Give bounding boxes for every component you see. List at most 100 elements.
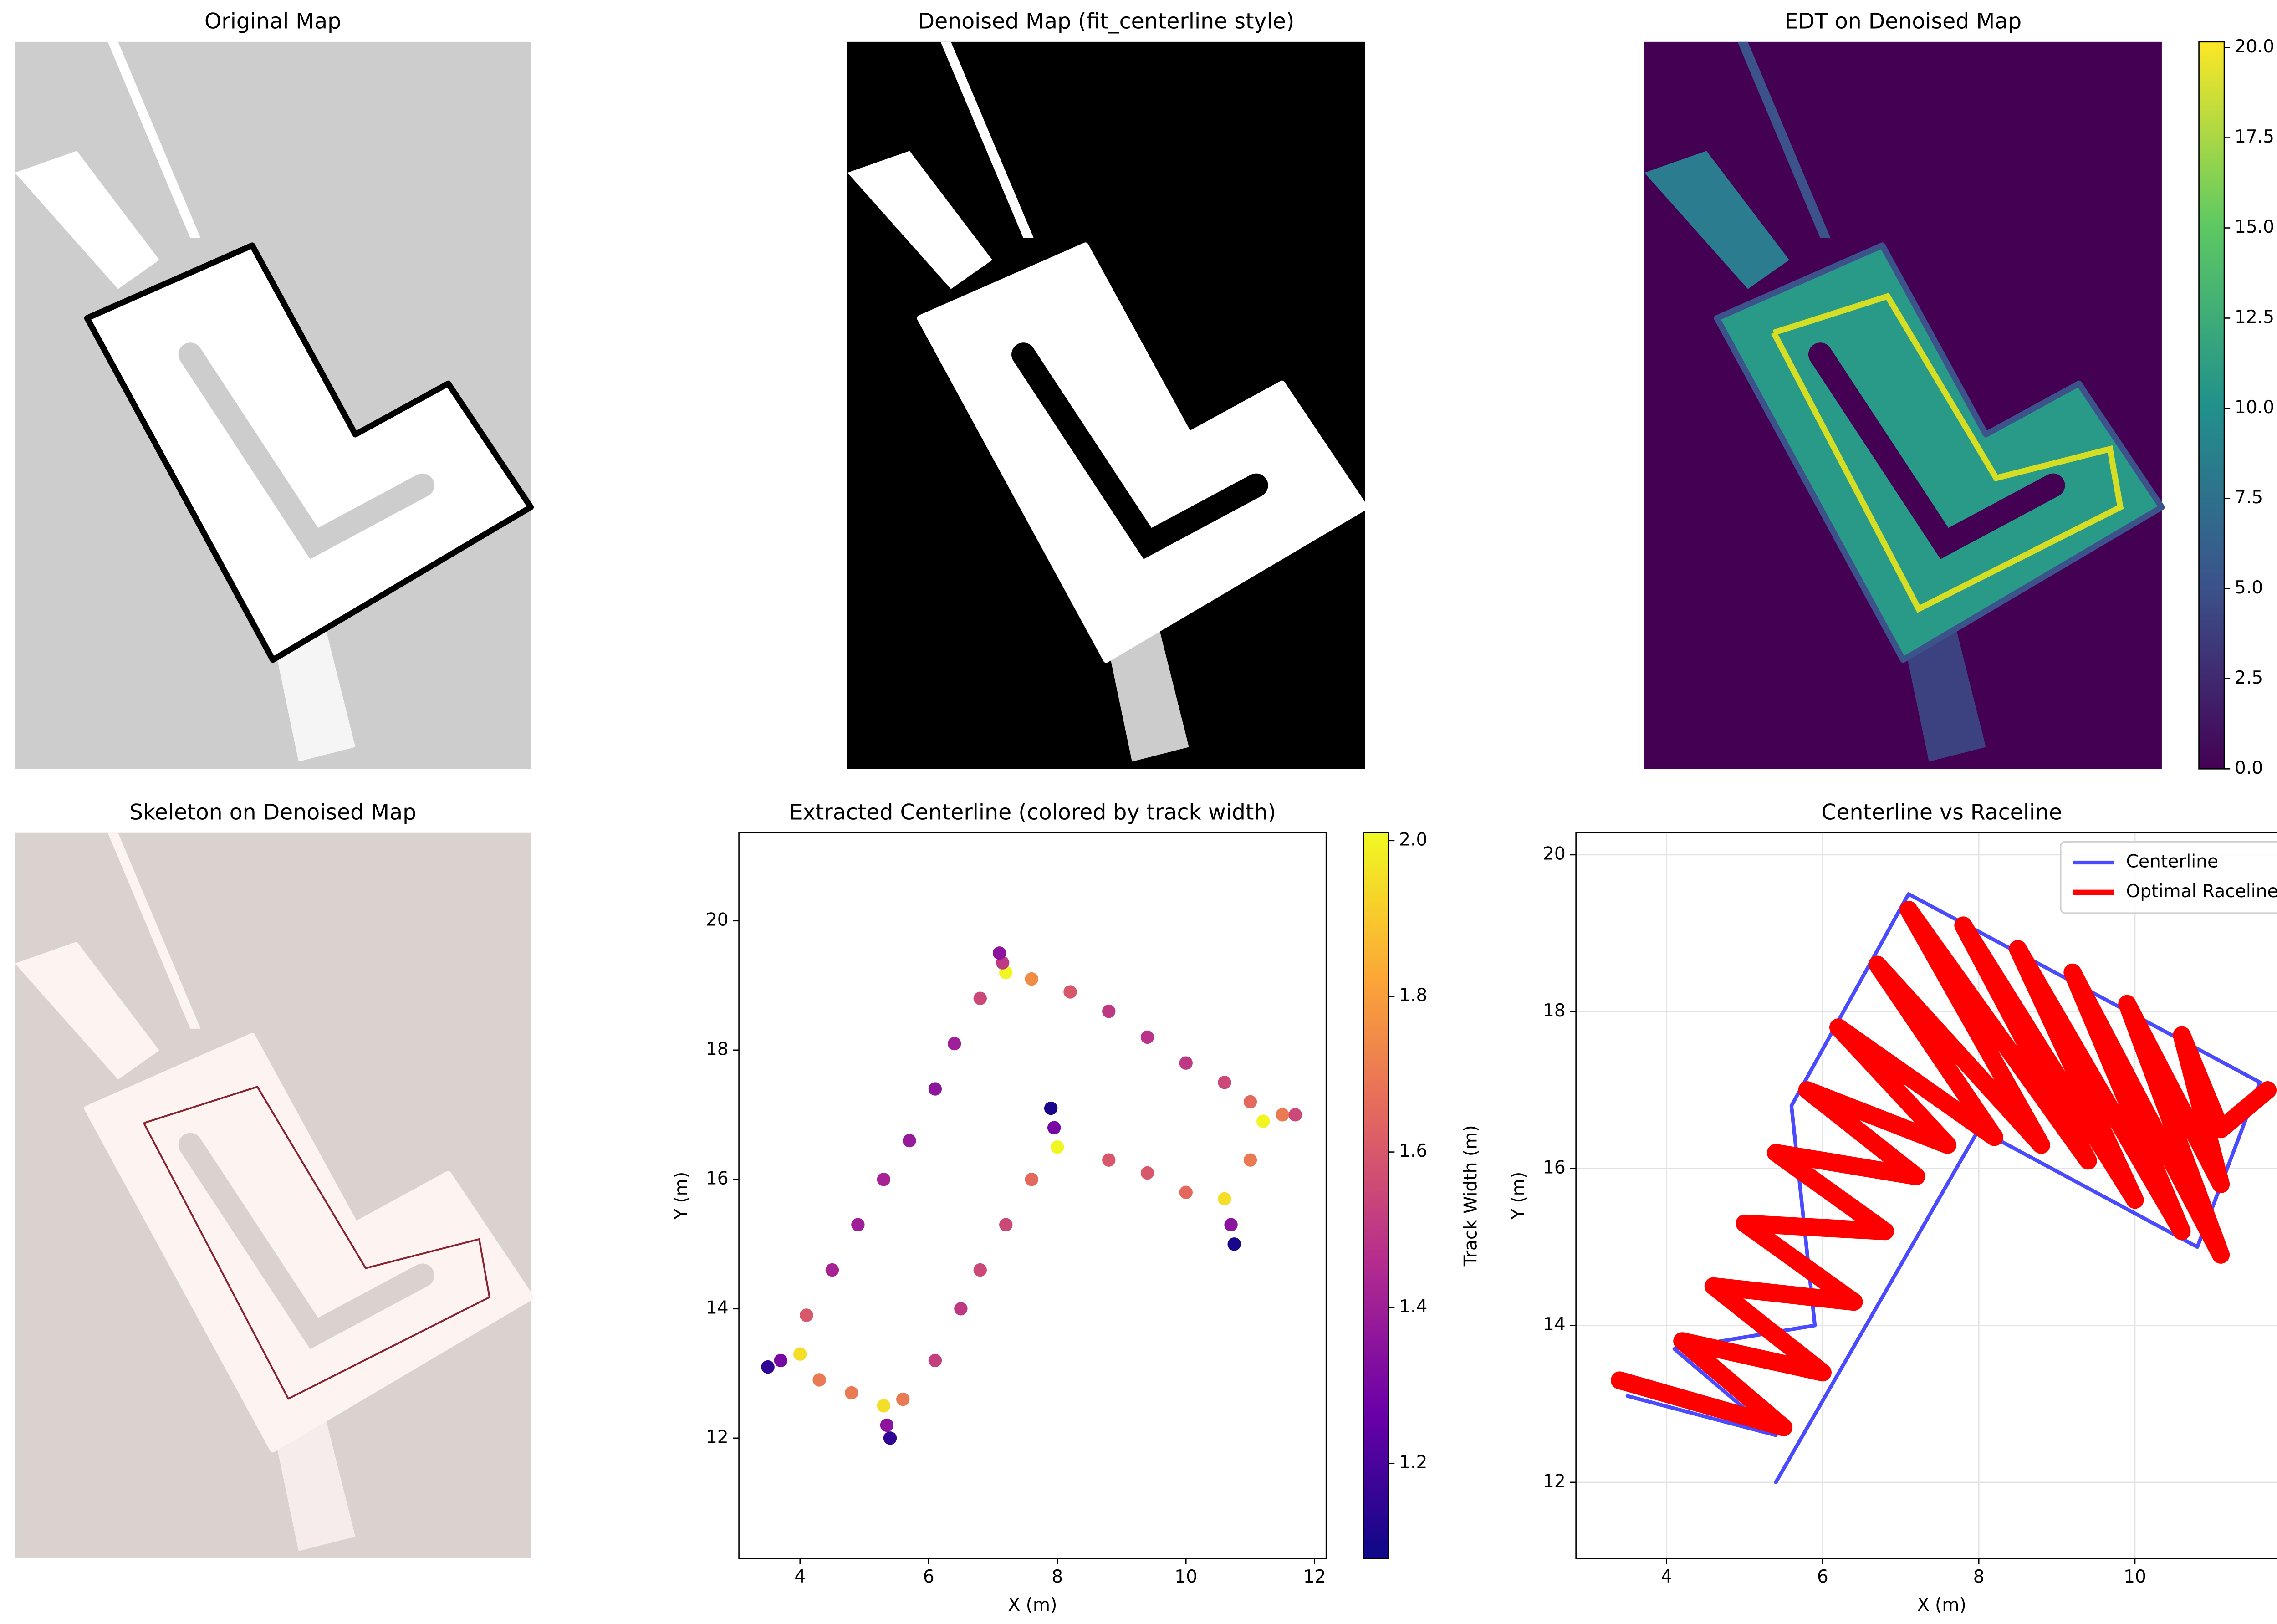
centerline-point bbox=[973, 991, 987, 1005]
centerline-point bbox=[1025, 972, 1038, 986]
centerline-point bbox=[896, 1392, 910, 1406]
colorbar-tick-label: 2.0 bbox=[1399, 829, 1427, 850]
centerline-point bbox=[1288, 1108, 1302, 1122]
centerline-point bbox=[883, 1431, 897, 1445]
colorbar-label: Track Width (m) bbox=[1461, 1125, 1481, 1267]
centerline-point bbox=[880, 1418, 894, 1432]
x-axis-label: X (m) bbox=[1917, 1595, 1966, 1615]
colorbar-tick-label: 5.0 bbox=[2235, 577, 2263, 598]
x-tick-label: 6 bbox=[923, 1567, 934, 1587]
centerline-point bbox=[1102, 1153, 1116, 1167]
centerline-point bbox=[845, 1386, 858, 1400]
centerline-point bbox=[928, 1353, 942, 1368]
centerline-point bbox=[761, 1360, 775, 1374]
y-axis-label: Y (m) bbox=[1508, 1172, 1529, 1220]
centerline-point bbox=[1044, 1101, 1058, 1115]
legend-label: Optimal Raceline bbox=[2126, 881, 2277, 902]
centerline-point bbox=[1047, 1121, 1061, 1134]
y-tick-label: 18 bbox=[1543, 1001, 1566, 1021]
centerline-point bbox=[1179, 1185, 1193, 1199]
centerline-point bbox=[1140, 1030, 1154, 1044]
centerline-point bbox=[825, 1263, 839, 1277]
y-tick-label: 14 bbox=[706, 1297, 729, 1318]
map-free-area bbox=[15, 151, 159, 289]
centerline-point bbox=[1227, 1237, 1241, 1251]
chart-title: Skeleton on Denoised Map bbox=[129, 800, 416, 825]
centerline-point bbox=[903, 1134, 916, 1148]
y-tick-label: 20 bbox=[1543, 843, 1566, 864]
map-streak bbox=[1737, 41, 1831, 238]
y-tick-label: 12 bbox=[706, 1427, 729, 1447]
map-streak bbox=[107, 41, 201, 238]
centerline-point bbox=[954, 1302, 968, 1316]
centerline-point bbox=[877, 1399, 891, 1413]
y-tick-label: 16 bbox=[706, 1168, 729, 1189]
inner-slot bbox=[1808, 342, 2065, 559]
centerline-point bbox=[1218, 1192, 1231, 1206]
inner-slot bbox=[1011, 342, 1268, 559]
y-tick-label: 14 bbox=[1543, 1314, 1566, 1335]
inner-slot bbox=[178, 342, 434, 559]
series-line bbox=[1611, 900, 2277, 1436]
legend bbox=[2060, 841, 2277, 914]
map-streaks-bottom bbox=[273, 623, 356, 762]
colorbar-tick-label: 15.0 bbox=[2235, 217, 2274, 237]
colorbar-tick-label: 17.5 bbox=[2235, 127, 2274, 147]
chart-title: Denoised Map (fit_centerline style) bbox=[918, 9, 1295, 34]
colorbar-tick-label: 0.0 bbox=[2235, 758, 2263, 778]
y-tick-label: 18 bbox=[706, 1039, 729, 1059]
colorbar-tick-label: 2.5 bbox=[2235, 668, 2263, 688]
map-streak bbox=[940, 41, 1034, 238]
x-tick-label: 4 bbox=[1661, 1567, 1672, 1587]
map-streak bbox=[107, 832, 201, 1029]
x-tick-label: 6 bbox=[1817, 1567, 1828, 1587]
axes-frame bbox=[738, 832, 1327, 1559]
chart-title: Centerline vs Raceline bbox=[1821, 800, 2062, 825]
skeleton bbox=[143, 1085, 491, 1400]
chart-title: Extracted Centerline (colored by track w… bbox=[789, 800, 1276, 825]
centerline-point bbox=[973, 1263, 987, 1277]
colorbar-tick-label: 1.6 bbox=[1399, 1141, 1427, 1161]
map-free-area bbox=[847, 151, 993, 289]
colorbar-tick-label: 20.0 bbox=[2235, 36, 2274, 57]
chart-title: EDT on Denoised Map bbox=[1785, 9, 2022, 34]
centerline-point bbox=[1218, 1076, 1231, 1089]
centerline-point bbox=[1063, 985, 1077, 999]
centerline-point bbox=[812, 1373, 826, 1387]
centerline-point bbox=[1243, 1153, 1257, 1167]
chart-title: Original Map bbox=[204, 9, 341, 34]
centerline-point bbox=[928, 1082, 942, 1096]
centerline-point bbox=[1224, 1218, 1238, 1231]
y-tick-label: 12 bbox=[1543, 1471, 1566, 1491]
series-line bbox=[1625, 892, 2262, 1484]
colorbar-tick-label: 7.5 bbox=[2235, 487, 2263, 508]
map-streaks-bottom bbox=[1106, 623, 1189, 762]
x-tick-label: 4 bbox=[794, 1567, 806, 1587]
x-tick-label: 10 bbox=[1174, 1567, 1197, 1587]
centerline-point bbox=[1025, 1173, 1038, 1186]
colorbar bbox=[2198, 41, 2225, 770]
map-streaks-bottom bbox=[273, 1413, 356, 1551]
map-free-area bbox=[15, 941, 159, 1080]
centerline-point bbox=[992, 946, 1006, 960]
colorbar bbox=[1363, 832, 1389, 1559]
x-tick-label: 8 bbox=[1973, 1567, 1985, 1587]
centerline-point bbox=[1276, 1108, 1289, 1122]
x-tick-label: 8 bbox=[1052, 1567, 1063, 1587]
x-tick-label: 12 bbox=[1303, 1567, 1326, 1587]
centerline-point bbox=[999, 1218, 1013, 1231]
centerline-point bbox=[877, 1173, 891, 1186]
colorbar-tick-label: 12.5 bbox=[2235, 307, 2274, 327]
x-axis-label: X (m) bbox=[1008, 1595, 1057, 1615]
inner-slot bbox=[178, 1133, 434, 1349]
centerline-point bbox=[1179, 1056, 1193, 1070]
y-tick-label: 20 bbox=[706, 909, 729, 930]
axes-frame bbox=[1575, 832, 2277, 1559]
map-free-area bbox=[1644, 151, 1789, 289]
centerline-point bbox=[1256, 1114, 1270, 1128]
centerline-point bbox=[948, 1037, 961, 1051]
y-axis-label: Y (m) bbox=[671, 1172, 692, 1220]
centerline-point bbox=[1102, 1004, 1116, 1018]
